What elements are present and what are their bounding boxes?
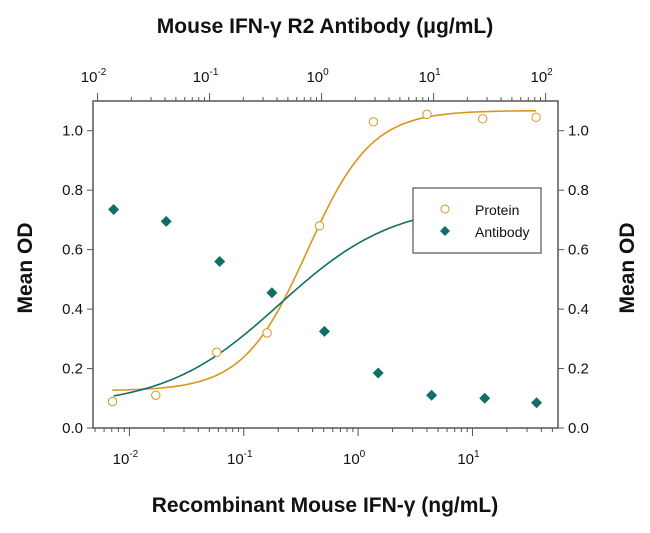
data-point-protein: [422, 109, 432, 120]
data-point-antibody: [479, 392, 491, 404]
fit-curve-protein: [112, 109, 537, 391]
legend-marker-protein: [440, 204, 450, 214]
data-point-antibody: [214, 256, 226, 268]
x-axis-tick-label: 10-1: [227, 449, 253, 468]
data-point-protein: [478, 114, 488, 124]
legend-label-protein: Protein: [475, 202, 519, 218]
y-tick-label-left: 0.8: [62, 182, 83, 199]
y-tick-label-right: 0.0: [568, 420, 589, 437]
data-point-protein: [107, 396, 118, 407]
data-point-protein: [368, 117, 379, 127]
y-tick-label-right: 0.4: [568, 301, 589, 318]
x2-axis-tick-label: 102: [530, 67, 553, 86]
x-axis-tick-label: 10-2: [113, 449, 139, 468]
y-axis-label-left: Mean OD: [14, 222, 37, 313]
y-tick-label-right: 0.2: [568, 361, 589, 378]
y-axis-label-right: Mean OD: [616, 222, 639, 313]
plot-frame: [92, 100, 559, 429]
data-point-protein: [314, 221, 325, 231]
data-point-antibody: [160, 215, 172, 227]
x2-axis-tick-label: 100: [306, 67, 329, 86]
y-tick-label-left: 0.2: [62, 361, 83, 378]
legend-label-antibody: Antibody: [475, 224, 529, 240]
data-point-antibody: [531, 397, 543, 409]
y-tick-label-right: 1.0: [568, 123, 589, 140]
y-tick-label-left: 0.0: [62, 420, 83, 437]
x-axis-label: Recombinant Mouse IFN-γ (ng/mL): [152, 494, 499, 517]
data-point-antibody: [426, 389, 438, 401]
legend-marker-antibody: [440, 226, 450, 236]
x2-axis-tick-label: 101: [418, 67, 441, 86]
y-tick-label-right: 0.8: [568, 182, 589, 199]
data-point-protein: [531, 112, 541, 123]
y-tick-label-right: 0.6: [568, 242, 589, 259]
data-point-antibody: [372, 367, 384, 379]
legend: Protein Antibody: [412, 187, 542, 254]
x2-axis-tick-label: 10-2: [81, 67, 107, 86]
x-axis-tick-label: 100: [343, 449, 366, 468]
y-tick-label-left: 1.0: [62, 123, 83, 140]
legend-box: [412, 187, 542, 254]
x2-axis-tick-label: 10-1: [193, 67, 219, 86]
data-point-protein: [212, 347, 222, 357]
chart-title: Mouse IFN-γ R2 Antibody (μg/mL): [157, 15, 493, 38]
y-tick-label-left: 0.6: [62, 242, 83, 259]
data-point-protein: [262, 328, 272, 338]
data-point-antibody: [318, 325, 330, 337]
data-point-antibody: [108, 204, 120, 216]
x-axis-tick-label: 101: [457, 449, 480, 468]
data-point-antibody: [266, 287, 278, 299]
y-tick-label-left: 0.4: [62, 301, 83, 318]
data-point-protein: [151, 390, 161, 400]
